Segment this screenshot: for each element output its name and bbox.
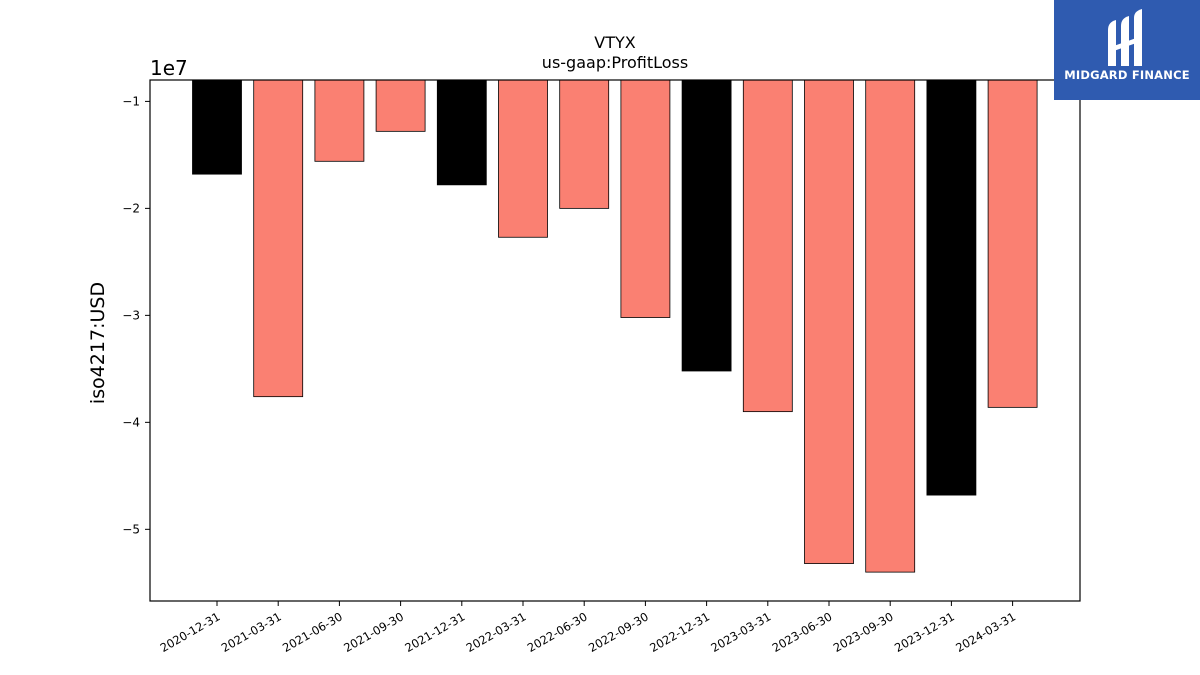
- bar-2023-12-31: [926, 79, 977, 496]
- x-tick-label: 2021-06-30: [280, 609, 345, 655]
- x-tick-label: 2023-03-31: [708, 609, 773, 655]
- x-tick-label: 2022-12-31: [647, 609, 712, 655]
- x-tick-label: 2023-06-30: [770, 609, 835, 655]
- x-tick-label: 2020-12-31: [158, 609, 223, 655]
- bar-2022-12-31: [681, 79, 732, 372]
- x-tick-label: 2024-03-31: [953, 609, 1018, 655]
- bar-2022-06-30: [559, 79, 610, 209]
- bars-group: [192, 79, 1038, 573]
- x-tick-label: 2021-03-31: [219, 609, 284, 655]
- logo-text: MIDGARD FINANCE: [1064, 68, 1190, 82]
- bar-2022-09-30: [620, 79, 671, 318]
- bar-2023-03-31: [742, 79, 793, 413]
- x-tick-label: 2023-09-30: [831, 609, 896, 655]
- y-ticks-group: −1 −2 −3 −4 −5: [122, 94, 150, 536]
- x-tick-label: 2022-03-31: [464, 609, 529, 655]
- midgard-logo-icon: [1108, 9, 1142, 66]
- plot-frame: [149, 79, 1081, 602]
- y-tick-label: −4: [122, 415, 140, 429]
- y-axis-label: iso4217:USD: [87, 282, 109, 404]
- y-tick-label: −3: [122, 308, 140, 322]
- bar-2023-09-30: [865, 79, 916, 573]
- bar-2022-03-31: [498, 79, 548, 238]
- y-tick-label: −1: [122, 94, 140, 108]
- chart-title: VTYX: [594, 33, 635, 52]
- bar-2021-09-30: [375, 79, 426, 132]
- bar-2021-06-30: [314, 79, 365, 162]
- bar-2021-03-31: [253, 79, 304, 398]
- x-tick-label: 2021-09-30: [341, 609, 406, 655]
- bar-2024-03-31: [987, 79, 1038, 408]
- x-tick-label: 2021-12-31: [402, 609, 467, 655]
- y-tick-label: −2: [122, 201, 140, 215]
- midgard-finance-logo: MIDGARD FINANCE: [1054, 0, 1200, 100]
- x-tick-label: 2023-12-31: [892, 609, 957, 655]
- bar-2023-06-30: [804, 79, 854, 564]
- chart-subtitle: us-gaap:ProfitLoss: [542, 53, 688, 72]
- x-ticks-group: 2020-12-312021-03-312021-06-302021-09-30…: [158, 601, 1018, 655]
- y-scale-note: 1e7: [150, 56, 188, 80]
- x-tick-label: 2022-09-30: [586, 609, 651, 655]
- bar-2021-12-31: [436, 79, 487, 186]
- y-tick-label: −5: [122, 522, 140, 536]
- bar-2020-12-31: [192, 79, 242, 175]
- x-tick-label: 2022-06-30: [525, 609, 590, 655]
